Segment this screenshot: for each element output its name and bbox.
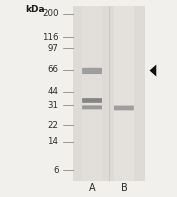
Text: 97: 97 [48,44,58,53]
Polygon shape [150,65,156,76]
FancyBboxPatch shape [114,106,134,110]
FancyBboxPatch shape [82,68,102,74]
Bar [82,6,102,181]
Text: 22: 22 [47,121,58,130]
Text: A: A [89,183,95,193]
Text: 116: 116 [42,33,58,42]
Text: kDa: kDa [25,5,45,14]
Text: 6: 6 [53,166,58,175]
Text: 200: 200 [42,9,58,18]
Bar [73,6,145,181]
FancyBboxPatch shape [82,105,102,109]
FancyBboxPatch shape [82,98,102,103]
Text: 14: 14 [47,137,58,146]
Text: B: B [121,183,127,193]
Text: 44: 44 [47,87,58,96]
Text: 66: 66 [47,65,58,74]
Bar [114,6,134,181]
Text: 31: 31 [47,101,58,110]
